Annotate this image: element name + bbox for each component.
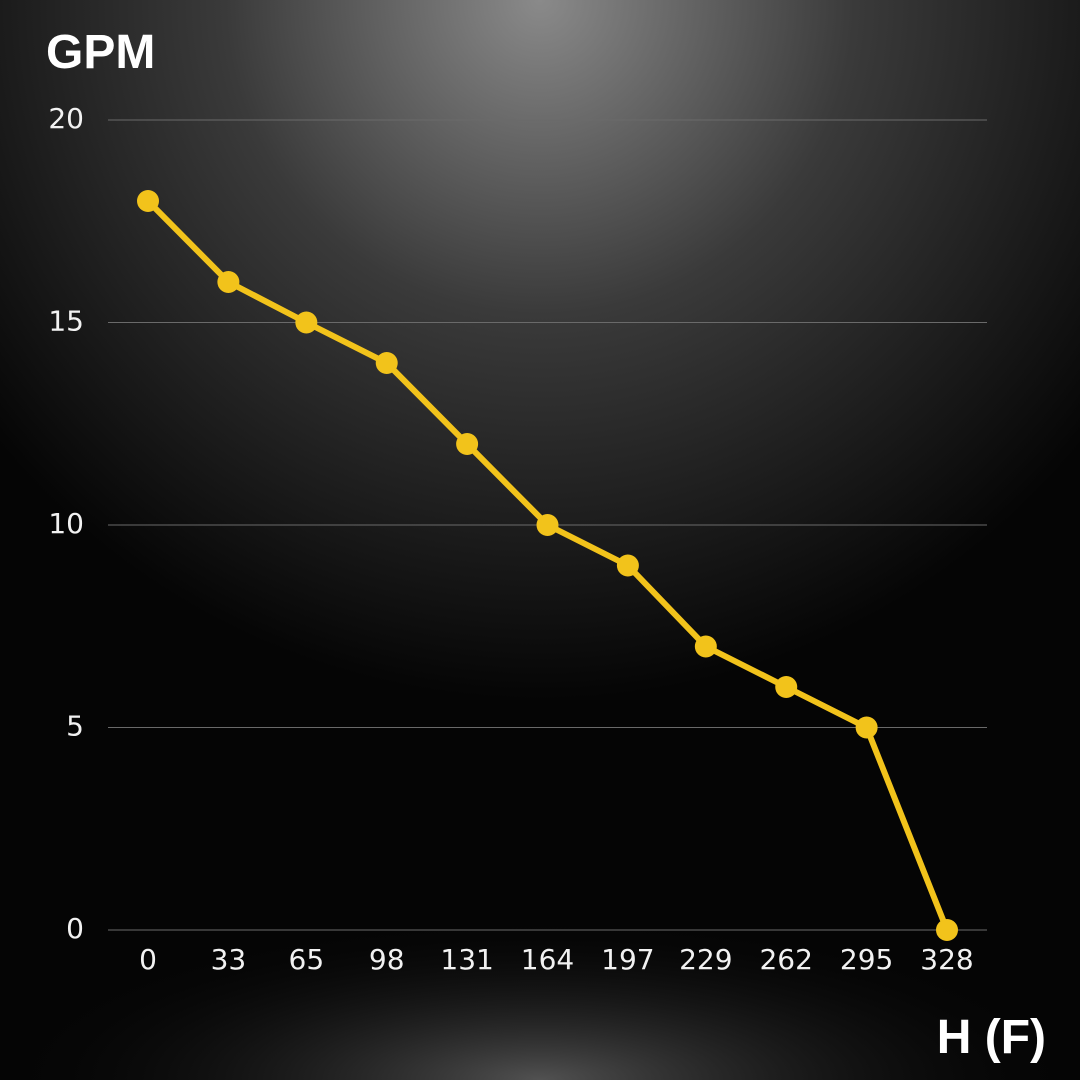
data-point [295,311,318,334]
data-point [137,190,159,212]
y-tick-label: 10 [48,507,84,540]
x-tick-label: 164 [521,943,574,976]
x-tick-label: 328 [920,943,973,976]
x-axis-title: H (F) [937,1011,1046,1064]
data-point [936,919,958,941]
data-point [616,554,639,577]
x-tick-label: 262 [759,943,812,976]
y-tick-label: 0 [66,912,84,945]
data-point [536,514,559,536]
plot-area [137,190,958,941]
data-point [855,716,878,739]
y-tick-label: 15 [48,305,84,338]
x-tick-label: 0 [139,943,157,976]
data-point [775,676,798,698]
x-tick-label: 33 [211,943,247,976]
x-tick-label: 295 [840,943,893,976]
x-tick-label: 65 [289,943,325,976]
y-tick-label: 5 [66,710,84,743]
y-tick-label: 20 [48,102,84,135]
x-tick-label: 131 [440,943,493,976]
grid: 0 5 10 15 20 0 33 65 98 131 164 197 229 262 295 328 [48,102,987,976]
data-point [694,635,717,658]
y-axis-title: GPM [46,26,155,79]
data-point [375,352,398,374]
x-tick-label: 197 [601,943,654,976]
x-tick-label: 229 [679,943,732,976]
data-point [217,271,240,293]
x-tick-label: 98 [369,943,405,976]
data-point [456,433,479,455]
